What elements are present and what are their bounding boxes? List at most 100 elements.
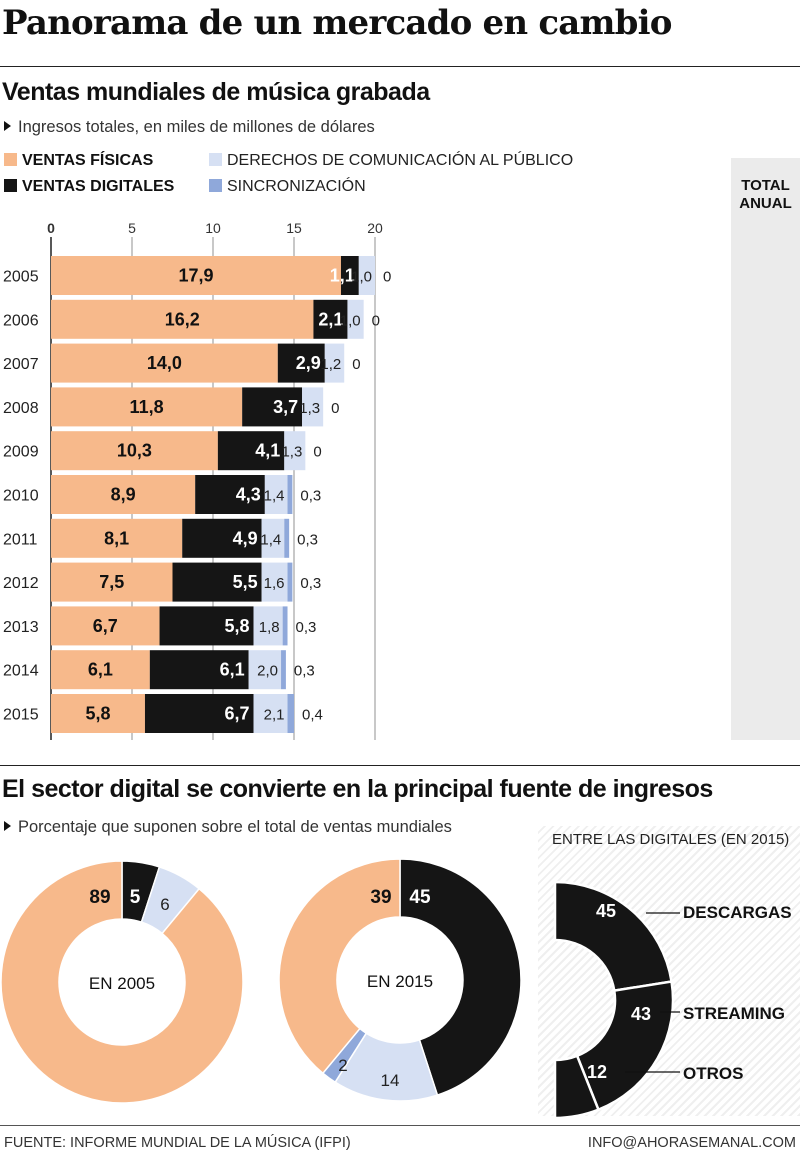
bar-label-derechos: 1,6 (264, 575, 285, 592)
bar-label-sincronizacion: 0,3 (296, 619, 317, 636)
bar-label-digitales: 1,1 (330, 266, 355, 286)
half-donut-slice (553, 880, 673, 993)
bar-label-fisicas: 16,2 (165, 309, 200, 329)
donut-slice (399, 858, 522, 1097)
legend-swatch-digitales (4, 179, 17, 192)
section2-title: El sector digital se convierte en la pri… (2, 775, 713, 803)
triangle-bullet-icon (4, 821, 11, 831)
bar-label-sincronizacion: 0 (383, 269, 391, 286)
legend-swatch-fisicas (4, 153, 17, 166)
bar-label-fisicas: 6,1 (88, 660, 113, 680)
bar-derechos (248, 650, 282, 690)
half-donut-category-label: OTROS (683, 1064, 743, 1083)
bar-label-digitales: 2,9 (296, 353, 321, 373)
donut-charts: EN 2005 5 6 89 EN 2015 45 14 2 39 45 43 12 DESCARGAS… (0, 858, 792, 1120)
digital-breakdown-title: ENTRE LAS DIGITALES (EN 2015) (552, 831, 790, 848)
year-label: 2015 (3, 707, 39, 724)
bar-derechos (358, 256, 375, 295)
donut-center-label: EN 2015 (367, 972, 433, 991)
bar-fisicas (51, 606, 160, 646)
bar-label-digitales: 4,9 (233, 528, 258, 548)
legend-swatch-sincronizacion (209, 179, 222, 192)
bar-digitales (242, 387, 303, 427)
stacked-bar-chart: 05101520200517,91,11,0020,0200616,22,11,… (3, 220, 391, 740)
section2-divider (0, 765, 800, 766)
year-label: 2009 (3, 444, 39, 461)
year-label: 2011 (3, 531, 38, 548)
bar-label-derechos: 1,3 (281, 444, 302, 461)
bar-digitales (144, 694, 254, 733)
bar-fisicas (51, 650, 150, 690)
year-label: 2010 (3, 488, 39, 505)
title-divider (0, 66, 800, 67)
half-donut-value: 43 (631, 1004, 651, 1024)
footer-source: FUENTE: INFORME MUNDIAL DE LA MÚSICA (IF… (4, 1135, 351, 1151)
bar-label-derechos: 1,4 (260, 531, 281, 548)
bar-label-fisicas: 17,9 (178, 266, 213, 286)
half-donut-category-label: DESCARGAS (683, 903, 792, 922)
year-label: 2012 (3, 575, 39, 592)
donut-slice-label: 5 (130, 887, 141, 908)
bar-fisicas (51, 387, 243, 427)
bar-digitales (195, 475, 265, 514)
bar-label-sincronizacion: 0 (352, 356, 360, 373)
bar-label-derechos: 2,0 (257, 663, 278, 680)
bar-digitales (172, 562, 262, 602)
bar-label-derechos: 1,0 (351, 269, 372, 286)
legend-label-fisicas: VENTAS FÍSICAS (22, 152, 154, 169)
half-donut-slice (575, 980, 675, 1112)
bar-fisicas (51, 475, 196, 514)
section2-subtitle: Porcentaje que suponen sobre el total de… (4, 819, 452, 836)
donut-slice (0, 860, 244, 1104)
section1-subtitle-text: Ingresos totales, en miles de millones d… (18, 118, 375, 136)
year-label: 2014 (3, 663, 39, 680)
bar-label-derechos: 1,8 (259, 619, 280, 636)
total-column-background (731, 158, 800, 740)
legend-label-derechos: DERECHOS DE COMUNICACIÓN AL PÚBLICO (227, 152, 574, 169)
bar-label-digitales: 4,1 (255, 441, 280, 461)
bar-sincronizacion (287, 475, 293, 514)
bar-digitales (159, 606, 254, 646)
donut-slice-label: 2 (338, 1056, 347, 1075)
half-donut-category-label: STREAMING (683, 1004, 785, 1023)
bar-label-sincronizacion: 0 (372, 312, 380, 329)
year-label: 2006 (3, 312, 39, 329)
donut-slice-label: 89 (89, 887, 110, 908)
bar-label-digitales: 6,1 (220, 660, 245, 680)
x-tick-label: 20 (367, 220, 383, 236)
triangle-bullet-icon (4, 121, 11, 131)
footer-contact: INFO@AHORASEMANAL.COM (587, 1135, 796, 1151)
year-label: 2007 (3, 356, 39, 373)
bar-derechos (253, 694, 288, 733)
bar-derechos (302, 387, 324, 427)
section1-title: Ventas mundiales de música grabada (2, 78, 430, 106)
bar-fisicas (51, 518, 183, 558)
legend-item-fisicas: VENTAS FÍSICAS (4, 153, 153, 169)
bar-fisicas (51, 562, 173, 602)
bar-derechos (253, 606, 283, 646)
total-label-line1: TOTAL (741, 177, 790, 194)
x-tick-label: 0 (47, 220, 55, 236)
legend-item-derechos: DERECHOS DE COMUNICACIÓN AL PÚBLICO (209, 153, 573, 169)
section1-subtitle: Ingresos totales, en miles de millones d… (4, 119, 375, 136)
half-donut-value: 45 (596, 901, 616, 921)
bar-label-sincronizacion: 0,3 (297, 531, 318, 548)
bar-label-sincronizacion: 0,3 (300, 488, 321, 505)
bar-digitales (313, 299, 348, 339)
x-tick-label: 5 (128, 220, 136, 236)
year-label: 2013 (3, 619, 39, 636)
bar-fisicas (51, 431, 218, 471)
year-label: 2005 (3, 269, 39, 286)
legend-label-digitales: VENTAS DIGITALES (22, 178, 175, 195)
bar-fisicas (51, 299, 314, 339)
legend-label-sincronizacion: SINCRONIZACIÓN (227, 178, 366, 195)
donut-slice-label: 39 (370, 887, 391, 908)
bar-label-digitales: 4,3 (236, 485, 261, 505)
bar-sincronizacion (287, 562, 293, 602)
bar-label-digitales: 2,1 (318, 309, 343, 329)
footer-divider (0, 1125, 800, 1126)
bar-label-digitales: 5,8 (224, 616, 249, 636)
section2-subtitle-text: Porcentaje que suponen sobre el total de… (18, 818, 452, 836)
donut-slice-label: 45 (409, 887, 431, 908)
